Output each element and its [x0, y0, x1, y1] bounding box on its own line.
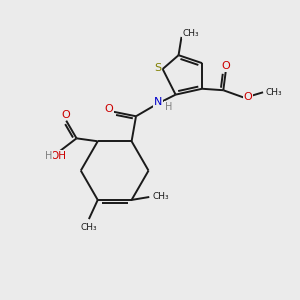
Text: CH₃: CH₃ [183, 29, 200, 38]
Text: H: H [165, 102, 172, 112]
Text: O: O [221, 61, 230, 71]
Text: O: O [243, 92, 252, 102]
Text: S: S [154, 63, 161, 73]
Text: N: N [154, 98, 162, 107]
Text: O: O [62, 110, 70, 120]
Text: O: O [104, 104, 113, 114]
Text: CH₃: CH₃ [152, 193, 169, 202]
Text: OH: OH [51, 151, 67, 161]
Text: CH₃: CH₃ [265, 88, 282, 97]
Text: CH₃: CH₃ [80, 223, 97, 232]
Text: H: H [46, 151, 53, 161]
